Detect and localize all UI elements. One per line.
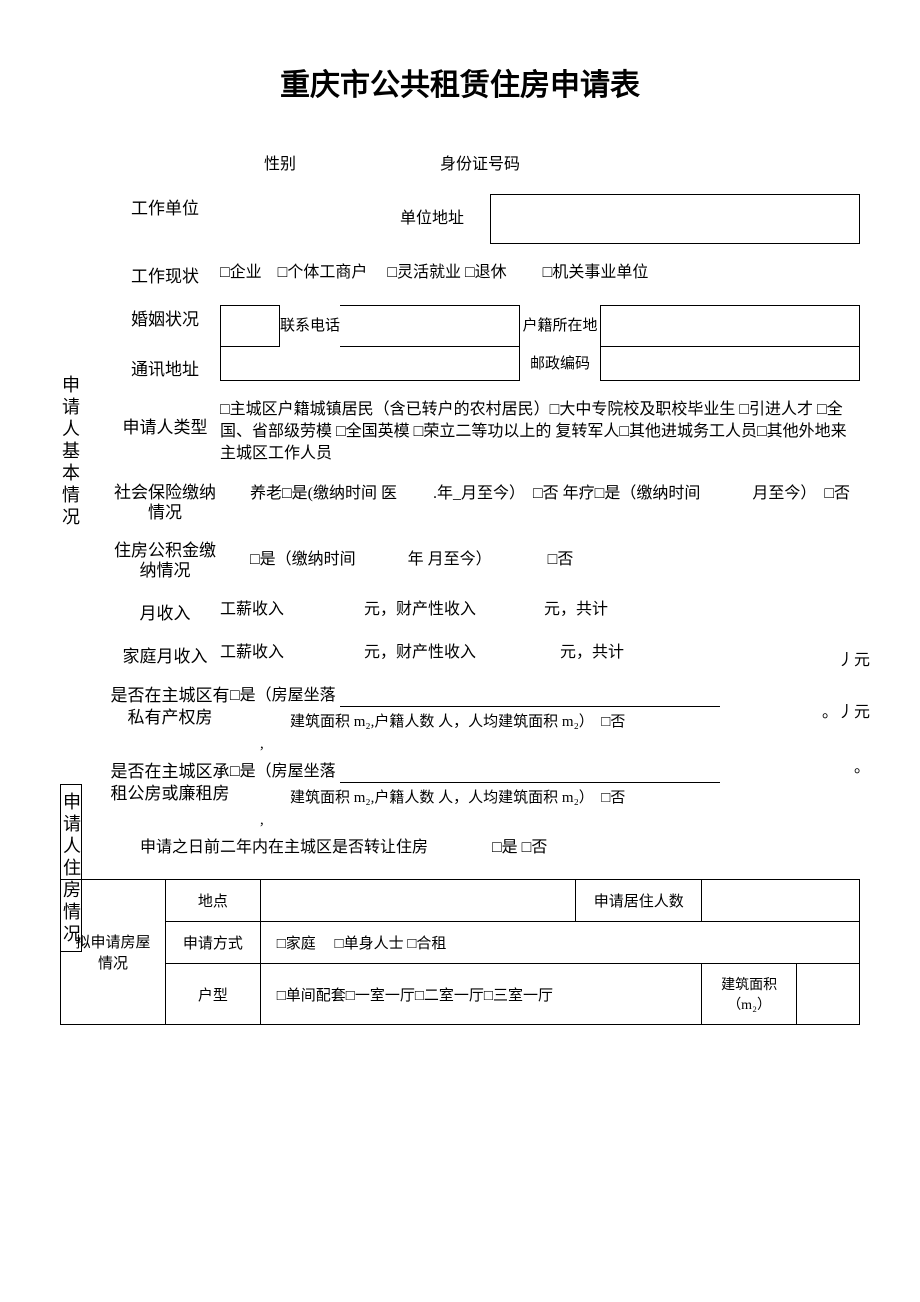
postal-label: 邮政编码 — [520, 347, 600, 381]
right-text-1: 丿元 — [838, 652, 870, 670]
section2-header: 申请人住房情况 — [60, 784, 82, 952]
section1-header: 申请人基本情况 — [60, 374, 82, 528]
phone-input[interactable] — [340, 305, 520, 347]
fund-text[interactable]: □是（缴纳时间 年 月至今） □否 — [220, 541, 860, 571]
hukou-input[interactable] — [600, 305, 860, 347]
q2-label: 是否在主城区承租公房或廉租房 — [110, 761, 230, 805]
q2-line1[interactable]: □是（房屋坐落 — [230, 763, 336, 780]
family-income-label: 家庭月收入 — [110, 642, 220, 667]
q2-line2[interactable]: 建筑面积 m₂,户籍人数 人，人均建筑面积 m₂） □否 — [230, 787, 860, 809]
fund-label: 住房公积金缴纳情况 — [110, 541, 220, 581]
gender-label: 性别 — [220, 154, 340, 176]
postal-input[interactable] — [600, 347, 860, 381]
phone-label: 联系电话 — [280, 305, 340, 347]
right-text-3: 。 — [854, 759, 870, 777]
q1-comma: , — [230, 733, 860, 755]
workstatus-label: 工作现状 — [110, 262, 220, 287]
q1-line1[interactable]: □是（房屋坐落 — [230, 687, 336, 704]
social-ins-text[interactable]: 养老□是(缴纳时间 医 .年_月至今） □否 年疗□是（缴纳时间 月至今） □否 — [220, 483, 860, 505]
addr-label: 通讯地址 — [110, 347, 220, 380]
page-title: 重庆市公共租赁住房申请表 — [60, 60, 860, 104]
location-input[interactable] — [260, 880, 575, 922]
persons-input[interactable] — [702, 880, 860, 922]
addr-input[interactable] — [220, 347, 520, 381]
method-options[interactable]: □家庭 □单身人士 □合租 — [260, 922, 859, 964]
social-ins-label: 社会保险缴纳情况 — [110, 483, 220, 523]
income-text[interactable]: 工薪收入 元，财产性收入 元，共计 — [220, 599, 860, 621]
location-label: 地点 — [166, 880, 261, 922]
persons-label: 申请居住人数 — [576, 880, 702, 922]
q1-label: 是否在主城区有私有产权房 — [110, 685, 230, 729]
hukou-label: 户籍所在地 — [520, 305, 600, 347]
right-text-2: 。丿元 — [822, 704, 870, 722]
applicant-type-label: 申请人类型 — [110, 399, 220, 438]
q3-text[interactable]: 申请之日前二年内在主城区是否转让住房 □是 □否 — [110, 837, 860, 859]
q1-line2[interactable]: 建筑面积 m₂,户籍人数 人，人均建筑面积 m₂） □否 — [230, 711, 860, 733]
type-options[interactable]: □单间配套□一室一厅□二室一厅□三室一厅 — [260, 964, 702, 1025]
area-input[interactable] — [796, 964, 859, 1025]
section3-table: 拟申请房屋 情况 地点 申请居住人数 申请方式 □家庭 □单身人士 □合租 户型… — [60, 879, 860, 1025]
method-label: 申请方式 — [166, 922, 261, 964]
type-label: 户型 — [166, 964, 261, 1025]
marital-input[interactable] — [220, 305, 280, 347]
workstatus-options[interactable]: □企业 □个体工商户 □灵活就业 □退休 □机关事业单位 — [220, 262, 860, 284]
area-label: 建筑面积（m₂） — [702, 964, 797, 1025]
marital-label: 婚姻状况 — [110, 305, 220, 330]
workaddr-label: 单位地址 — [400, 208, 490, 230]
idcard-label: 身份证号码 — [440, 154, 530, 176]
workplace-label: 工作单位 — [110, 194, 220, 219]
workaddr-input[interactable] — [490, 194, 860, 244]
applicant-type-options[interactable]: □主城区户籍城镇居民（含已转户的农村居民）□大中专院校及职校毕业生 □引进人才 … — [220, 399, 860, 465]
income-label: 月收入 — [110, 599, 220, 624]
q2-comma: , — [230, 809, 860, 831]
family-income-text[interactable]: 工薪收入 元，财产性收入 元，共计 — [220, 642, 860, 664]
